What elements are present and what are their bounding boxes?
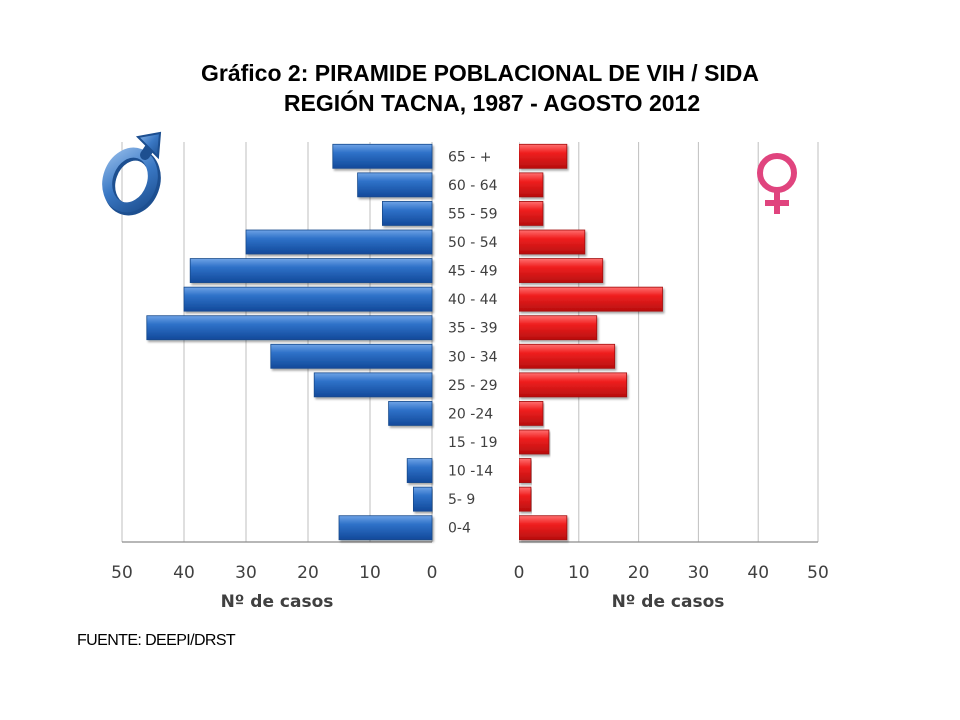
female-x-tick-label: 50 [807, 563, 829, 583]
x-axis-label-right: Nº de casos [612, 592, 725, 612]
female-x-tick-label: 10 [568, 563, 590, 583]
female-bar [518, 258, 604, 283]
female-bar [518, 201, 544, 226]
male-bar [332, 143, 433, 169]
age-group-label: 30 - 34 [448, 349, 498, 365]
male-x-tick-label: 40 [173, 563, 195, 583]
male-bar [388, 401, 433, 426]
male-bar [357, 172, 433, 198]
male-bar [412, 486, 433, 512]
female-x-tick-label: 30 [688, 563, 710, 583]
male-bar [189, 258, 433, 283]
source-note: FUENTE: DEEPI/DRST [77, 632, 236, 649]
male-bar [313, 372, 433, 398]
female-bar-panel: 0 10 20 30 40 50 [514, 142, 829, 583]
age-group-label: 40 - 44 [448, 292, 498, 308]
age-group-label: 15 - 19 [448, 435, 498, 451]
age-group-label: 65 - + [448, 149, 492, 165]
age-group-label: 20 -24 [448, 406, 493, 422]
male-bar [338, 515, 433, 541]
x-axis-label-left: Nº de casos [221, 592, 334, 612]
female-bar [518, 429, 550, 455]
age-group-label: 35 - 39 [448, 321, 498, 337]
male-x-tick-label: 10 [359, 563, 381, 583]
male-bar [270, 343, 433, 369]
age-group-label: 0-4 [448, 521, 471, 537]
male-x-tick-label: 30 [235, 563, 257, 583]
female-bar [518, 486, 532, 512]
female-bar [518, 229, 586, 255]
age-group-label: 10 -14 [448, 464, 493, 480]
age-group-label: 5- 9 [448, 492, 475, 508]
label-clip-mask [503, 142, 519, 542]
male-x-tick-label: 50 [111, 563, 133, 583]
male-bar [381, 201, 433, 226]
chart-title-line-2: REGIÓN TACNA, 1987 - AGOSTO 2012 [283, 90, 701, 116]
male-bar [183, 286, 433, 312]
chart-title-line-1: Gráfico 2: PIRAMIDE POBLACIONAL DE VIH /… [200, 60, 760, 86]
male-bar [406, 458, 433, 483]
age-group-label: 60 - 64 [448, 178, 498, 194]
age-group-labels: 0-4 5- 9 10 -14 15 - 19 20 -24 25 - 29 30 - 34… [448, 142, 519, 542]
female-bar [518, 286, 663, 312]
female-bar [518, 515, 568, 541]
female-symbol-icon [757, 153, 797, 214]
female-bar [518, 401, 544, 426]
female-bar [518, 343, 616, 369]
age-group-label: 55 - 59 [448, 206, 498, 222]
male-x-tick-label: 20 [297, 563, 319, 583]
female-x-tick-label: 40 [747, 563, 769, 583]
age-group-label: 50 - 54 [448, 235, 498, 251]
age-group-label: 45 - 49 [448, 264, 498, 280]
male-bar [146, 315, 433, 341]
female-x-tick-label: 0 [514, 563, 525, 583]
male-bar [245, 229, 433, 255]
male-bar-panel: 50 40 30 20 10 0 [111, 142, 437, 583]
female-bar [518, 372, 628, 398]
female-x-tick-label: 20 [628, 563, 650, 583]
female-bar [518, 315, 598, 341]
male-symbol-icon [102, 131, 162, 216]
female-bar [518, 143, 568, 169]
female-bar [518, 458, 532, 483]
female-bar [518, 172, 544, 198]
male-x-tick-label: 0 [427, 563, 438, 583]
age-group-label: 25 - 29 [448, 378, 498, 394]
